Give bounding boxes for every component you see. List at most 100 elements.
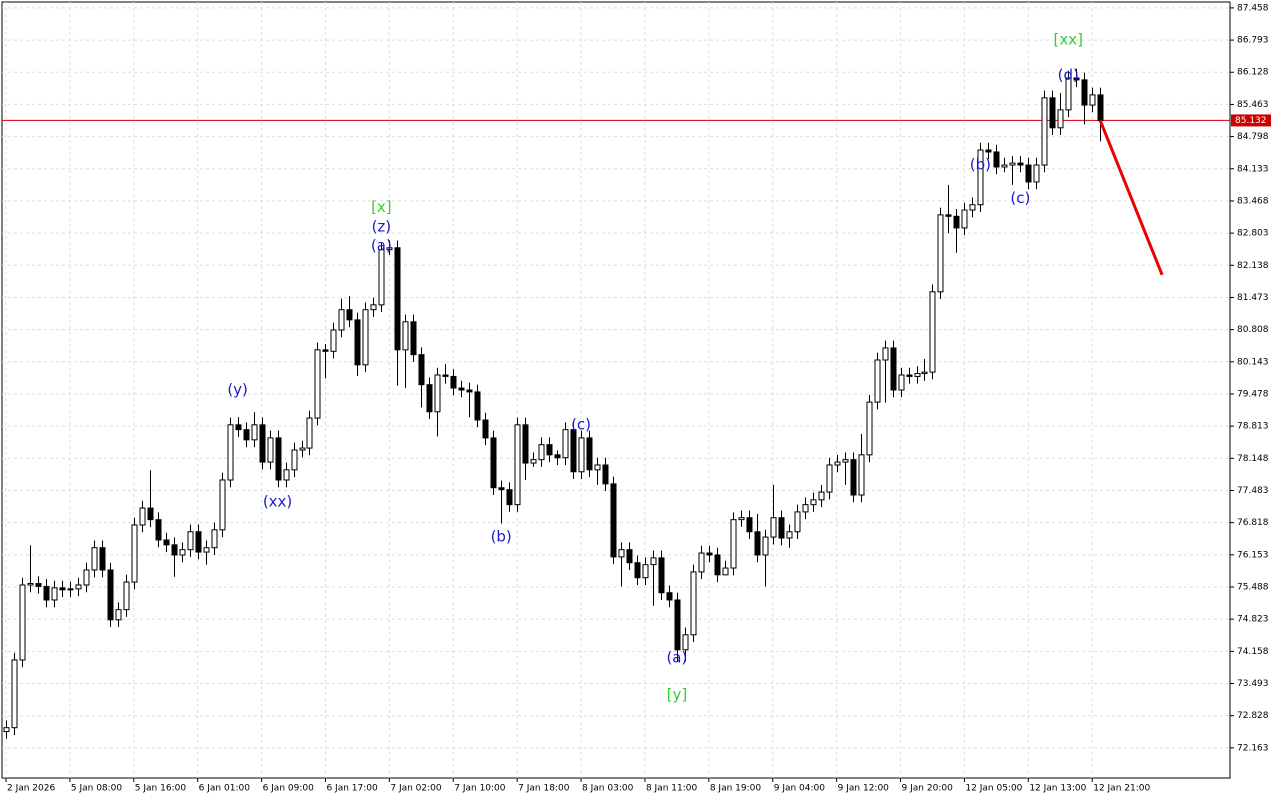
candle-body bbox=[929, 291, 936, 373]
candle-body bbox=[1089, 94, 1096, 106]
y-tick-label: 72.163 bbox=[1237, 743, 1269, 753]
candle-body bbox=[59, 587, 66, 591]
wave-label: (c) bbox=[1010, 189, 1030, 207]
x-tick-label: 7 Jan 10:00 bbox=[454, 784, 506, 794]
candle-body bbox=[43, 585, 50, 601]
forecast-line bbox=[1098, 119, 1164, 276]
candle-body bbox=[914, 373, 921, 377]
candle-body bbox=[506, 489, 513, 506]
candle-body bbox=[778, 517, 785, 539]
candle-body bbox=[882, 347, 889, 361]
candle-body bbox=[554, 454, 561, 459]
wave-label: (a) bbox=[371, 236, 392, 254]
x-tick-label: 12 Jan 05:00 bbox=[965, 784, 1022, 794]
y-tick-label: 84.798 bbox=[1237, 132, 1269, 142]
candle-body bbox=[618, 549, 625, 558]
y-tick-label: 72.828 bbox=[1237, 711, 1269, 721]
candle-body bbox=[83, 569, 90, 586]
candle-body bbox=[682, 634, 689, 651]
x-tick-label: 9 Jan 04:00 bbox=[774, 784, 826, 794]
candle-body bbox=[921, 371, 928, 375]
candle-body bbox=[602, 464, 609, 485]
y-tick-label: 86.793 bbox=[1237, 36, 1269, 46]
x-tick-label: 2 Jan 2026 bbox=[7, 784, 55, 794]
y-tick-label: 85.463 bbox=[1237, 100, 1269, 110]
candle-body bbox=[890, 347, 897, 391]
candle-body bbox=[850, 459, 857, 496]
candle-body bbox=[35, 583, 42, 587]
wave-label: (c) bbox=[571, 415, 591, 433]
candle-body bbox=[706, 552, 713, 556]
candle-body bbox=[267, 437, 274, 463]
candle-body bbox=[219, 479, 226, 531]
candle-body bbox=[203, 547, 210, 553]
current-price-tag bbox=[1231, 114, 1271, 127]
candle-body bbox=[1065, 77, 1072, 111]
candle-body bbox=[243, 429, 250, 441]
candle-body bbox=[714, 554, 721, 576]
candle-body bbox=[410, 321, 417, 356]
candle-body bbox=[906, 374, 913, 377]
candle-body bbox=[985, 149, 992, 153]
x-tick-label: 7 Jan 02:00 bbox=[390, 784, 442, 794]
candle-body bbox=[490, 437, 497, 489]
candle-body bbox=[259, 424, 266, 463]
candle-body bbox=[370, 304, 377, 311]
candle-body bbox=[842, 459, 849, 463]
candle-body bbox=[378, 249, 385, 306]
y-tick-label: 80.808 bbox=[1237, 325, 1269, 335]
candle-body bbox=[67, 588, 74, 591]
candle-body bbox=[754, 531, 761, 556]
candle-body bbox=[522, 424, 529, 464]
candle-body bbox=[299, 447, 306, 451]
candle-body bbox=[690, 571, 697, 636]
x-tick-label: 6 Jan 17:00 bbox=[326, 784, 378, 794]
candle-body bbox=[953, 215, 960, 229]
candle-body bbox=[786, 531, 793, 539]
y-tick-label: 78.148 bbox=[1237, 454, 1269, 464]
candle-body bbox=[442, 374, 449, 377]
candle-body bbox=[227, 424, 234, 481]
candle-body bbox=[211, 529, 218, 549]
candle-body bbox=[722, 567, 729, 576]
x-tick-label: 12 Jan 13:00 bbox=[1029, 784, 1086, 794]
candle-body bbox=[730, 519, 737, 569]
candle-body bbox=[362, 309, 369, 366]
candle-body bbox=[123, 581, 130, 611]
candle-body bbox=[874, 359, 881, 403]
candle-body bbox=[674, 599, 681, 651]
candle-body bbox=[634, 562, 641, 579]
candle-body bbox=[977, 149, 984, 206]
y-tick-label: 84.133 bbox=[1237, 164, 1269, 174]
candle-body bbox=[834, 461, 841, 466]
candle-body bbox=[1081, 79, 1088, 106]
wave-label: (b) bbox=[970, 156, 991, 174]
y-tick-label: 82.138 bbox=[1237, 261, 1269, 271]
y-tick-label: 87.458 bbox=[1237, 3, 1269, 13]
candle-body bbox=[346, 309, 353, 321]
candle-body bbox=[810, 499, 817, 506]
candle-body bbox=[1001, 164, 1008, 168]
candle-body bbox=[937, 214, 944, 293]
candle-body bbox=[27, 583, 34, 586]
x-tick-label: 6 Jan 01:00 bbox=[199, 784, 251, 794]
y-tick-label: 79.478 bbox=[1237, 389, 1269, 399]
wave-label: [xx] bbox=[1054, 31, 1083, 49]
candle-body bbox=[562, 429, 569, 459]
candle-body bbox=[450, 375, 457, 389]
y-tick-label: 74.823 bbox=[1237, 615, 1269, 625]
y-tick-label: 75.488 bbox=[1237, 582, 1269, 592]
candle-body bbox=[386, 247, 393, 251]
candle-body bbox=[514, 424, 521, 506]
candle-body bbox=[115, 609, 122, 621]
candle-body bbox=[1033, 164, 1040, 183]
candle-body bbox=[802, 504, 809, 513]
candle-body bbox=[650, 557, 657, 566]
candle-body bbox=[1097, 94, 1104, 121]
candle-body bbox=[131, 524, 138, 583]
candle-body bbox=[961, 209, 968, 229]
candle-body bbox=[1057, 109, 1064, 129]
y-tick-label: 76.818 bbox=[1237, 518, 1269, 528]
y-tick-label: 81.473 bbox=[1237, 293, 1269, 303]
